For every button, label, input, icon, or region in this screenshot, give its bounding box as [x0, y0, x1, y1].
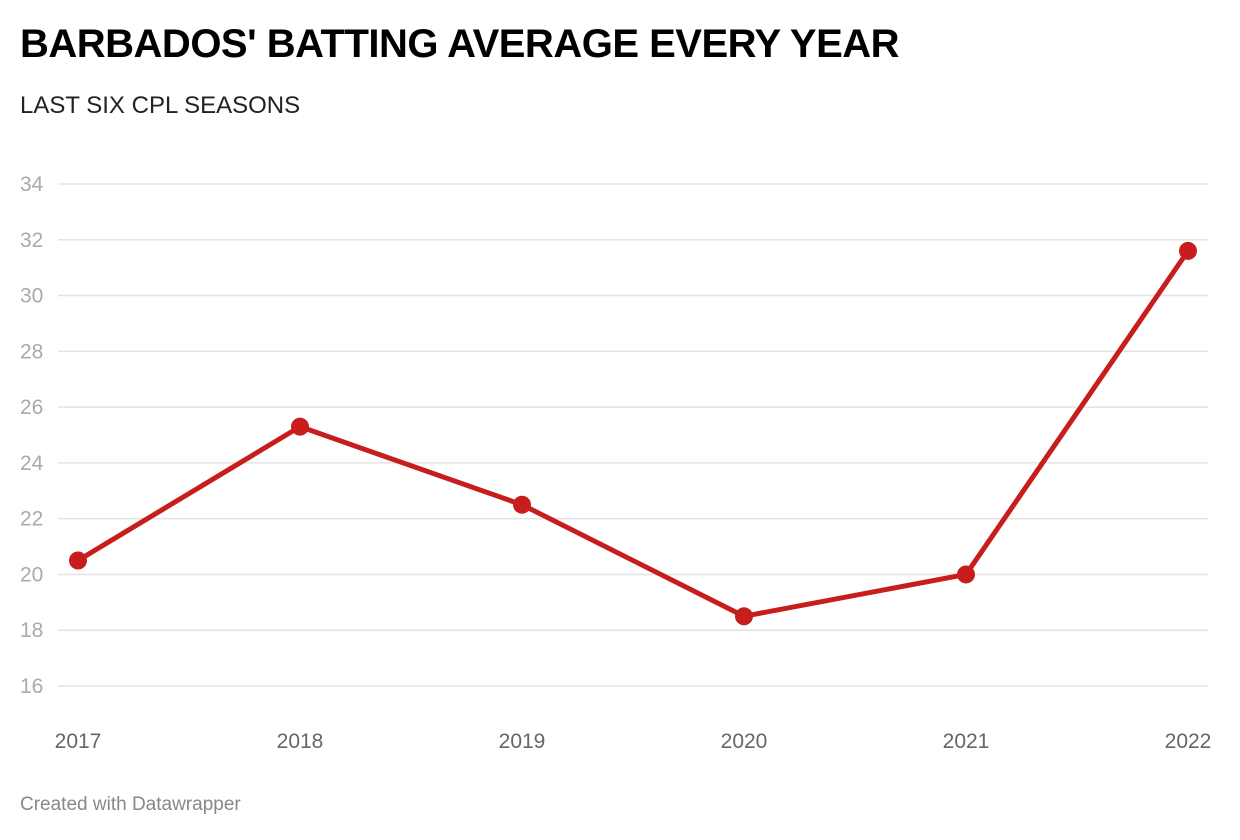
x-tick-label: 2021: [943, 730, 990, 753]
y-tick-label: 30: [20, 285, 43, 308]
credit-footer: Created with Datawrapper: [20, 794, 241, 815]
y-tick-label: 26: [20, 396, 43, 419]
y-tick-label: 16: [20, 675, 43, 698]
x-tick-label: 2022: [1165, 730, 1212, 753]
series-line: [76, 249, 1191, 619]
x-tick-label: 2019: [499, 730, 546, 753]
data-point: [291, 417, 309, 436]
data-point: [735, 607, 753, 626]
y-tick-label: 28: [20, 340, 43, 363]
chart-subtitle: LAST SIX CPL SEASONS: [20, 92, 301, 119]
y-tick-label: 34: [20, 173, 44, 196]
x-tick-label: 2017: [55, 730, 102, 753]
y-tick-label: 32: [20, 229, 43, 252]
y-tick-label: 18: [20, 619, 43, 642]
x-tick-label: 2018: [277, 730, 324, 753]
chart-title: BARBADOS' BATTING AVERAGE EVERY YEAR: [20, 22, 900, 66]
data-point: [1179, 241, 1197, 260]
y-tick-label: 22: [20, 508, 43, 531]
data-point: [957, 565, 975, 584]
x-tick-label: 2020: [721, 730, 768, 753]
y-tick-label: 20: [20, 563, 43, 586]
y-tick-label: 24: [20, 452, 44, 475]
data-point: [513, 495, 531, 514]
data-point: [69, 551, 87, 570]
